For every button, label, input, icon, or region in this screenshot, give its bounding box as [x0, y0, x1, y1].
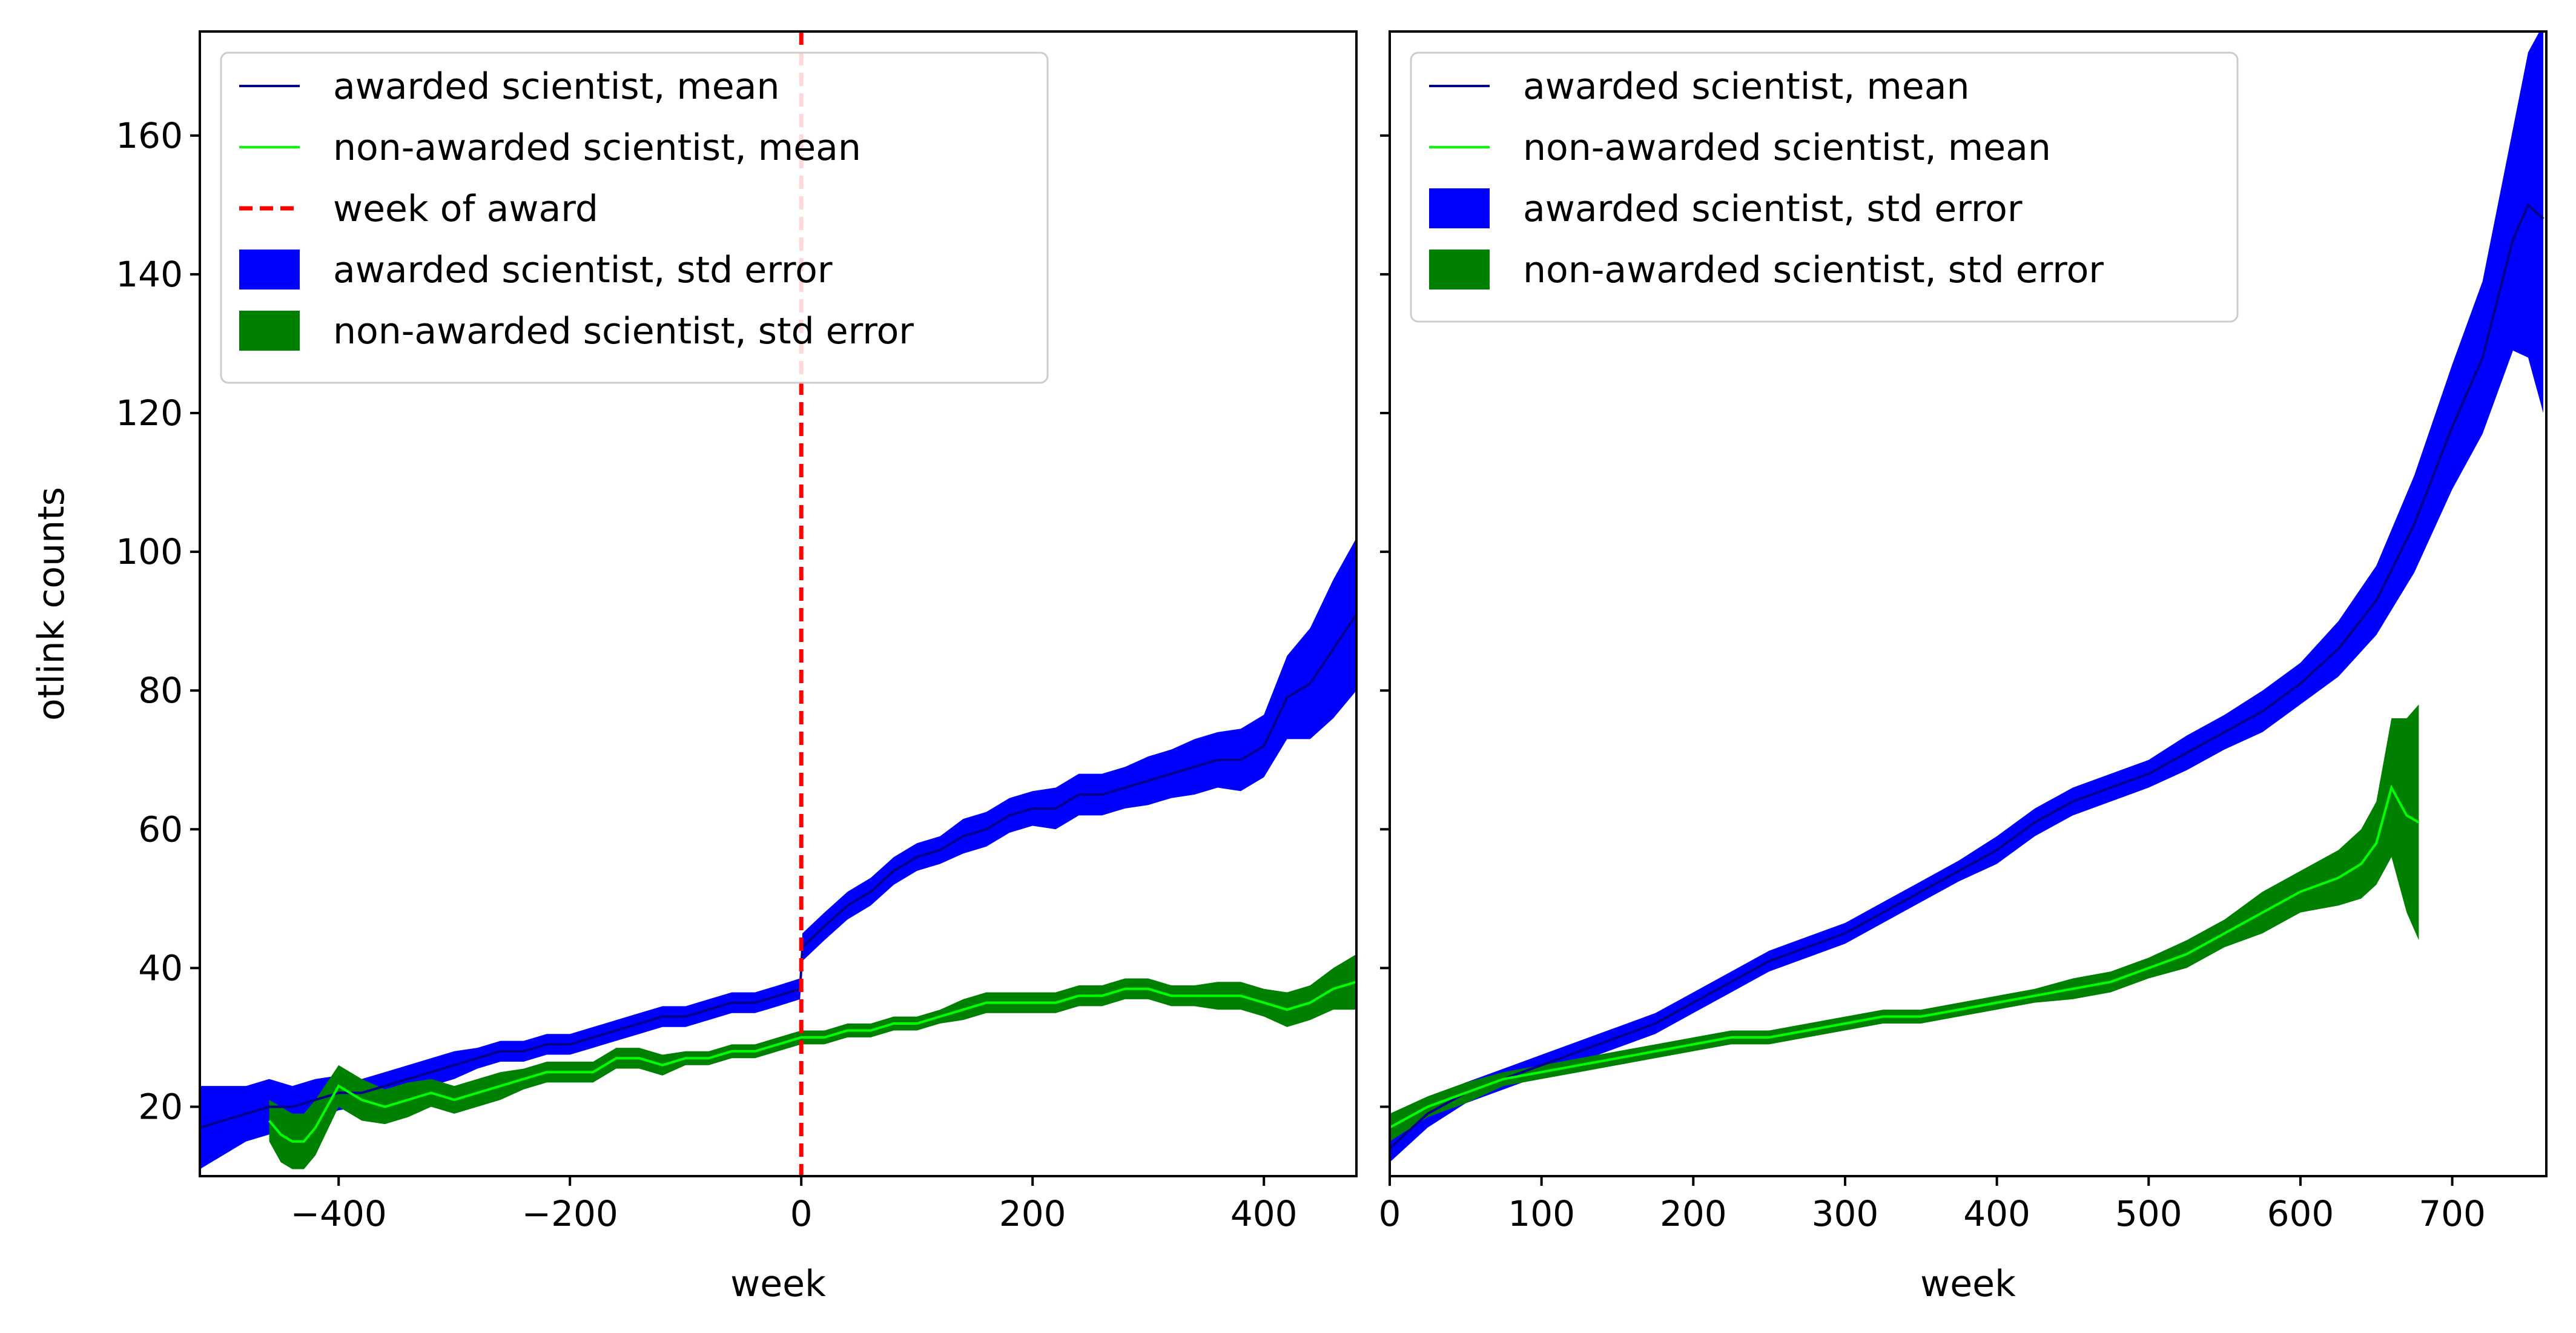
x-tick-label: 200: [1660, 1193, 1727, 1234]
legend-label: awarded scientist, mean: [1523, 65, 1970, 108]
legend-left: awarded scientist, mean non-awarded scien…: [220, 51, 1049, 384]
error-band-left-0: [200, 538, 1356, 1169]
x-tick-label: 0: [1379, 1193, 1401, 1234]
legend-box: [1410, 51, 2239, 323]
legend-box: [220, 51, 1049, 384]
legend-right: awarded scientist, mean non-awarded scien…: [1410, 51, 2239, 323]
x-tick-label: −400: [291, 1193, 387, 1234]
y-tick-label: 80: [138, 670, 183, 711]
y-axis-label-left: otlink counts: [30, 487, 73, 721]
x-tick-label: 400: [1963, 1193, 2030, 1234]
x-tick-label: 200: [999, 1193, 1066, 1234]
y-tick-label: 160: [116, 115, 183, 156]
x-tick-label: 100: [1508, 1193, 1575, 1234]
chart-panel-left: −400 −200 0 200 400 20 40 60 80 100 120 140 160 wee…: [30, 30, 1358, 1305]
x-tick-label: 400: [1230, 1193, 1298, 1234]
plot-area-right: [1390, 31, 2545, 1163]
y-tick-label: 40: [138, 947, 183, 988]
x-axis-left: −400 −200 0 200 400: [291, 1176, 1298, 1234]
x-tick-label: −200: [522, 1193, 618, 1234]
legend-label: awarded scientist, std error: [1523, 188, 2023, 230]
x-tick-label: 300: [1812, 1193, 1879, 1234]
y-tick-label: 20: [138, 1086, 183, 1127]
mean-line-left-1: [268, 981, 1356, 1143]
y-tick-label: 100: [116, 531, 183, 572]
legend-swatch: [1429, 188, 1490, 228]
legend-label: non-awarded scientist, std error: [333, 310, 914, 352]
legend-label: non-awarded scientist, std error: [1523, 249, 2104, 291]
legend-label: week of award: [333, 188, 598, 230]
x-tick-label: 600: [2267, 1193, 2334, 1234]
legend-label: non-awarded scientist, mean: [333, 127, 861, 169]
plot-frame-right: [1389, 30, 2548, 1177]
plot-frame-left: [199, 30, 1358, 1177]
y-tick-label: 120: [116, 392, 183, 434]
chart-panel-right: 0 100 200 300 400 500 600 700 week awarded scie…: [1379, 30, 2548, 1305]
mean-line-left-0: [200, 614, 1356, 1129]
y-axis-right: [1380, 134, 1390, 1108]
legend-swatch: [1429, 250, 1490, 289]
legend-swatch: [239, 250, 300, 289]
x-tick-label: 700: [2419, 1193, 2486, 1234]
x-axis-label-right: week: [1920, 1263, 2016, 1305]
x-axis-right: 0 100 200 300 400 500 600 700: [1379, 1176, 2486, 1234]
y-axis-left: 20 40 60 80 100 120 140 160: [116, 115, 200, 1127]
mean-line-right-0: [1390, 203, 2545, 1149]
x-tick-label: 500: [2115, 1193, 2182, 1234]
error-band-right-1: [1390, 704, 2419, 1142]
legend-label: awarded scientist, mean: [333, 65, 780, 108]
x-tick-label: 0: [790, 1193, 813, 1234]
legend-swatch: [239, 311, 300, 351]
mean-line-right-1: [1390, 784, 2420, 1129]
y-tick-label: 60: [138, 809, 183, 850]
x-axis-label-left: week: [730, 1263, 826, 1305]
y-tick-label: 140: [116, 254, 183, 295]
legend-label: awarded scientist, std error: [333, 249, 833, 291]
legend-label: non-awarded scientist, mean: [1523, 127, 2051, 169]
